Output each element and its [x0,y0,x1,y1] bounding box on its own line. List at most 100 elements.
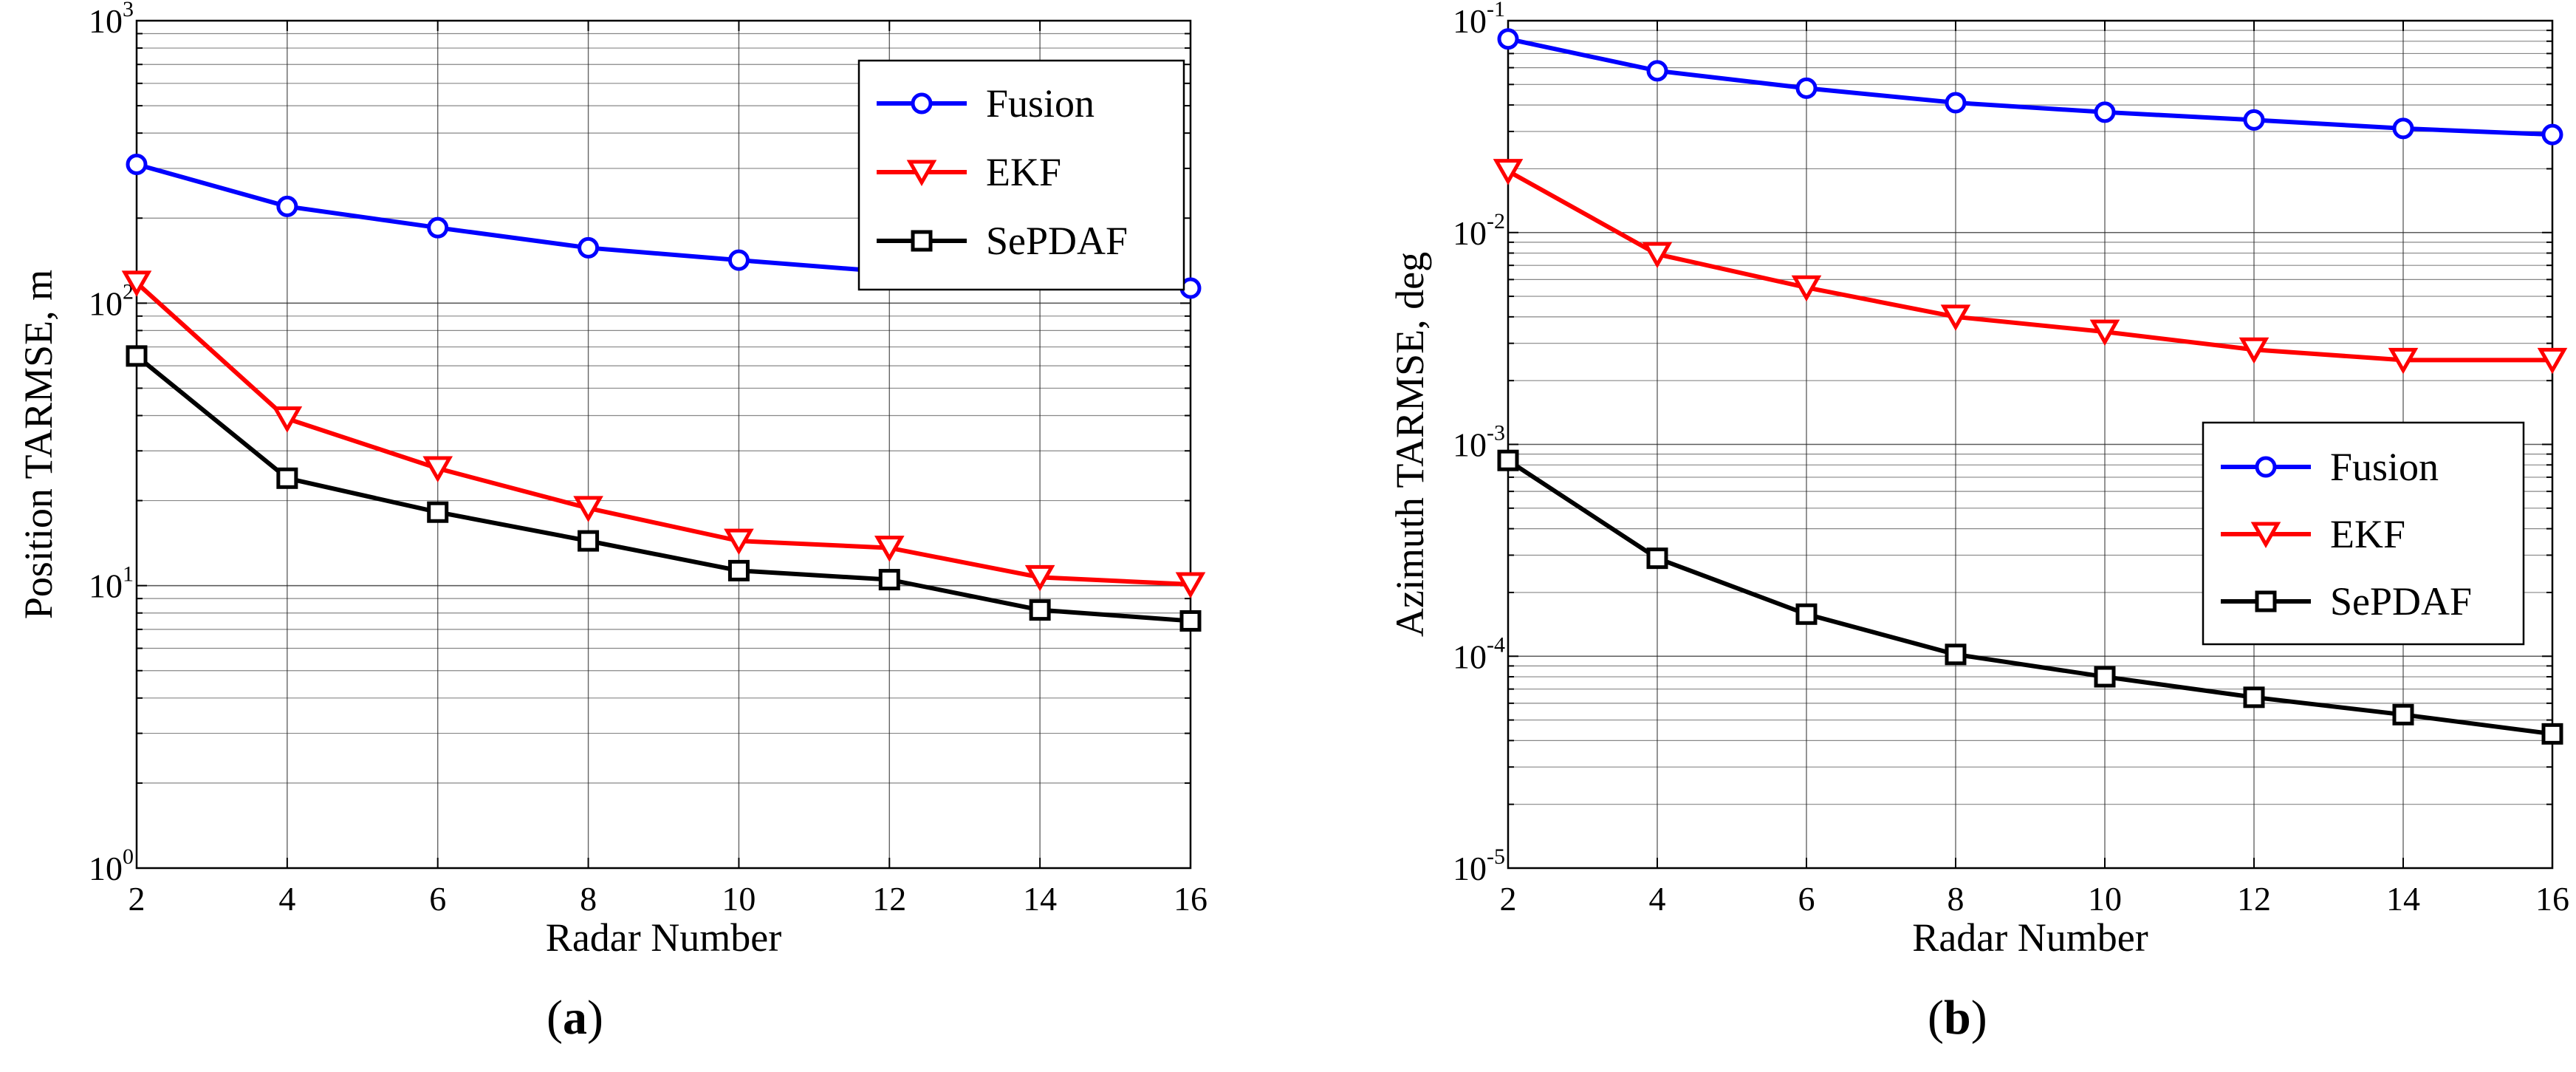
panel-a-legend-ekf-marker [906,160,937,187]
panel-a-ekf-point [272,406,303,433]
panel-a-sepdaf-point [578,530,600,552]
panel-a-sepdaf-point [1179,610,1202,632]
panel-b-ytick-exponent: -3 [1487,421,1505,445]
panel-b-ytick-exponent: -2 [1487,209,1505,233]
panel-b-sepdaf-line [1507,458,2553,737]
panel-a-x-axis-label: Radar Number [546,915,781,960]
panel-a-ekf-point [573,496,603,522]
panel-a-ytick-base: 10 [89,850,123,887]
panel-b-series-fusion [1497,28,2563,146]
panel-b-ekf-point [2537,347,2568,375]
panel-b-legend: Fusion EKF SePDAF [2202,421,2525,646]
panel-b-ekf-point [1493,159,1524,185]
panel-b-axes-frame [1507,19,2554,870]
panel-a-ekf-point [121,270,152,297]
panel-a-xtick-label: 14 [1023,880,1057,918]
panel-b-legend-ekf-label: EKF [2330,512,2405,556]
panel-b-sepdaf-point [1945,643,1967,666]
panel-a-xtick-label: 2 [129,880,145,918]
panel-b-fusion-point [2541,123,2563,146]
panel-b-xtick-label: 10 [2088,880,2122,918]
panel-a-axes-frame [135,19,1192,870]
panel-b-sepdaf-point [2392,703,2414,726]
panel-b-ytick-base: 10 [1453,638,1487,675]
panel-b-fusion-point [1646,60,1668,82]
panel-b-xtick-label: 6 [1798,880,1815,918]
panel-a-ytick-base: 10 [89,567,123,605]
panel-b-sepdaf-point [2243,686,2265,709]
panel-a-legend-fusion-marker [911,92,933,115]
panel-b-fusion-point [1795,77,1818,99]
panel-a-ytick-exponent: 0 [123,844,134,869]
panel-b-ytick-label: 10-3 [1453,421,1505,464]
panel-b-legend-sepdaf-label: SePDAF [2330,579,2472,624]
panel-b-ytick-base: 10 [1453,2,1487,40]
panel-b-ytick-label: 10-5 [1453,844,1505,887]
panel-b-ekf-line [1507,168,2552,363]
panel-b-x-axis-label: Radar Number [1912,915,2148,960]
panel-a-y-axis-label: Position TARMSE, m [16,270,61,619]
panel-b-ytick-label: 10-4 [1453,632,1505,675]
panel-b-caption: (b) [1928,991,1987,1045]
panel-b-ytick-exponent: -1 [1487,0,1505,21]
panel-b-xtick-label: 8 [1948,880,1964,918]
panel-b-sepdaf-point [1497,449,1519,471]
panel-a-caption: (a) [547,991,603,1045]
panel-a-sepdaf-point [427,501,449,523]
panel-a-sepdaf-point [276,467,298,489]
panel-b-fusion-line [1507,36,2553,137]
panel-b-ekf-point [1940,304,1971,331]
panel-a-ytick-exponent: 1 [123,562,134,587]
panel-a-ytick-exponent: 3 [123,0,134,21]
panel-a-ytick-base: 10 [89,2,123,40]
panel-b-xtick-label: 2 [1500,880,1517,918]
panel-b-fusion-point [2392,117,2414,140]
panel-a-legend-sepdaf-marker [911,230,933,252]
panel-b-ytick-exponent: -5 [1487,844,1505,869]
panel-a-sepdaf-point [878,569,900,591]
panel-a-xtick-label: 6 [429,880,446,918]
panel-a-sepdaf-point [126,345,148,367]
panel-a-ekf-point [724,528,754,556]
panel-a-xtick-label: 8 [580,880,597,918]
panel-a-xtick-label: 12 [872,880,906,918]
panel-b-ekf-point [1642,242,1673,269]
panel-b-ytick-label: 10-2 [1453,209,1505,252]
panel-b-fusion-point [2243,109,2265,131]
panel-b-fusion-point [2094,101,2116,123]
panel-b-ytick-exponent: -4 [1487,632,1505,657]
panel-a-xtick-label: 4 [278,880,295,918]
panel-b-series-sepdaf [1497,449,2563,745]
panel-a-ytick-label: 103 [89,0,134,40]
panel-b-legend-fusion-label: Fusion [2330,445,2439,489]
panel-b-y-axis-label: Azimuth TARMSE, deg [1388,252,1432,637]
panel-b-ytick-base: 10 [1453,850,1487,887]
panel-b-fusion-point [1497,28,1519,50]
panel-a-label: a [562,991,587,1045]
panel-a-fusion-point [126,153,148,175]
panel-a-sepdaf-point [1029,599,1051,621]
panel-b-xtick-label: 16 [2535,880,2569,918]
panel-a-fusion-point [727,249,750,271]
panel-a-ekf-line [134,281,1191,587]
panel-b-sepdaf-point [2541,723,2563,745]
panel-a-legend-ekf-label: EKF [986,150,1061,194]
panel-b-fusion-point [1945,92,1967,114]
panel-a-legend: Fusion EKF SePDAF [857,59,1185,291]
panel-b-series-ekf [1493,159,2568,375]
panel-b-legend-sepdaf-marker [2255,590,2277,612]
panel-b-label: b [1943,991,1971,1045]
panel-b-sepdaf-point [1646,547,1668,570]
panel-b-legend-ekf-marker [2250,522,2281,549]
panel-a-series-sepdaf [126,345,1202,632]
panel-b-ytick-label: 10-1 [1453,0,1505,40]
panel-b-ytick-base: 10 [1453,214,1487,252]
panel-a-ekf-point [874,536,905,562]
panel-b-ekf-point [2089,319,2120,346]
panel-a-ekf-point [1175,572,1206,599]
panel-a-sepdaf-point [727,559,750,581]
panel-a-ekf-point [422,456,453,483]
panel-b-xtick-label: 4 [1649,880,1666,918]
